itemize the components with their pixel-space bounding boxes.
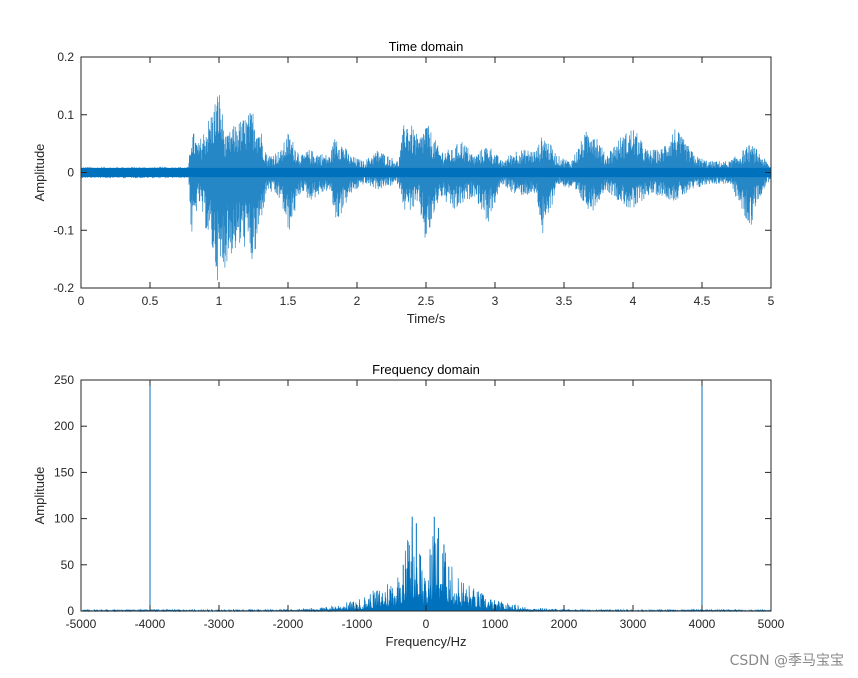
x-tick-label: 3 [492, 294, 499, 308]
time-domain-plot: 0 0.5 1 1.5 2 2.5 3 3.5 4 4.5 5 0.2 0.1 0 -0.1 -0.2 Time… [32, 39, 775, 326]
y-tick-label: 50 [61, 558, 75, 572]
y-tick-label: 0 [67, 604, 74, 618]
axes-box [80, 379, 772, 612]
time-signal-baseline [81, 167, 771, 178]
y-axis-label: Amplitude [32, 467, 47, 525]
x-axis-label: Frequency/Hz [386, 634, 467, 649]
x-tick-label: -3000 [204, 617, 235, 631]
y-tick-label: -0.1 [53, 223, 74, 237]
y-tick-label: 250 [54, 373, 74, 387]
x-tick-label: 4000 [689, 617, 716, 631]
x-tick-label: -4000 [135, 617, 166, 631]
x-tick-label: 0 [78, 294, 85, 308]
y-tick-label: 0.2 [57, 50, 74, 64]
x-tick-label: 5000 [758, 617, 785, 631]
y-tick-label: 200 [54, 419, 74, 433]
x-tick-label: 5 [768, 294, 775, 308]
x-tick-label: 1 [216, 294, 223, 308]
x-tick-label: 2.5 [418, 294, 435, 308]
frequency-domain-plot: -5000 -4000 -3000 -2000 -1000 0 1000 2000 3000 40… [32, 362, 785, 649]
x-tick-label: -5000 [66, 617, 97, 631]
y-tick-label: 100 [54, 512, 74, 526]
chart-title: Time domain [389, 39, 464, 54]
x-axis-label: Time/s [407, 311, 446, 326]
y-tick-label: 150 [54, 465, 74, 479]
x-tick-label: 0 [423, 617, 430, 631]
spectrum-series [80, 526, 772, 613]
x-tick-label: -2000 [273, 617, 304, 631]
x-tick-label: 4.5 [694, 294, 711, 308]
y-tick-label: 0 [67, 166, 74, 180]
x-tick-label: 2000 [551, 617, 578, 631]
x-tick-label: -1000 [342, 617, 373, 631]
time-signal-series [80, 95, 772, 281]
x-tick-label: 1000 [482, 617, 509, 631]
x-tick-label: 2 [354, 294, 361, 308]
axes-box [80, 56, 772, 289]
x-tick-label: 0.5 [142, 294, 159, 308]
chart-title: Frequency domain [372, 362, 480, 377]
y-tick-label: -0.2 [53, 281, 74, 295]
x-tick-label: 4 [630, 294, 637, 308]
x-tick-label: 3000 [620, 617, 647, 631]
y-tick-label: 0.1 [57, 108, 74, 122]
x-tick-label: 3.5 [556, 294, 573, 308]
x-tick-label: 1.5 [280, 294, 297, 308]
watermark: CSDN @季马宝宝 [729, 653, 844, 669]
y-axis-label: Amplitude [32, 144, 47, 202]
